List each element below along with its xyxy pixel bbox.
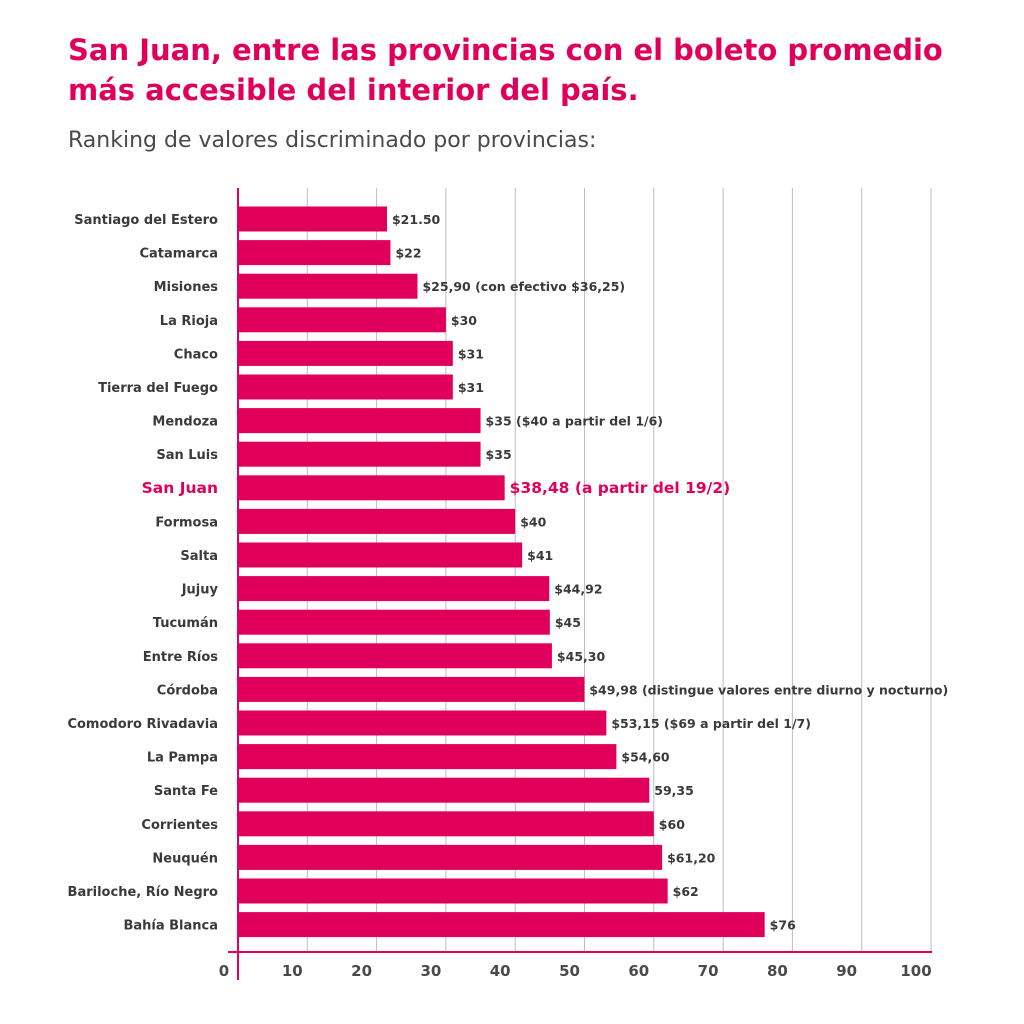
x-tick-label-80: 80	[767, 962, 788, 980]
category-label-13: Entre Ríos	[143, 650, 219, 665]
chart-title-line-2: más accesible del interior del país.	[68, 73, 639, 107]
bar-18	[238, 811, 654, 837]
value-label-11: $44,92	[554, 582, 602, 597]
bar-9	[238, 508, 516, 534]
category-label-4: Chaco	[174, 347, 218, 362]
value-label-9: $40	[520, 514, 546, 529]
x-tick-label-40: 40	[490, 962, 511, 980]
x-tick-label-70: 70	[698, 962, 719, 980]
bar-13	[238, 643, 552, 669]
bar-7	[238, 441, 481, 467]
category-label-18: Corrientes	[141, 818, 218, 833]
bar-8	[238, 475, 505, 501]
bar-11	[238, 576, 550, 602]
value-label-12: $45	[555, 615, 581, 630]
category-label-1: Catamarca	[139, 247, 218, 262]
x-tick-label-90: 90	[836, 962, 857, 980]
category-label-11: Jujuy	[181, 583, 219, 598]
x-tick-label-10: 10	[282, 962, 303, 980]
bar-21	[238, 912, 765, 938]
category-label-12: Tucumán	[153, 616, 218, 631]
x-tick-label-50: 50	[559, 962, 580, 980]
category-label-8: San Juan	[142, 479, 218, 497]
bar-15	[238, 710, 607, 736]
value-label-1: $22	[395, 246, 421, 261]
bar-14	[238, 676, 585, 702]
value-label-21: $76	[770, 918, 796, 933]
category-label-17: Santa Fe	[154, 784, 218, 799]
category-label-0: Santiago del Estero	[74, 213, 218, 228]
x-tick-label-100: 100	[900, 962, 931, 980]
x-tick-label-20: 20	[351, 962, 372, 980]
value-label-3: $30	[451, 313, 477, 328]
category-label-2: Misiones	[154, 280, 219, 295]
bar-0	[238, 206, 387, 232]
category-label-16: La Pampa	[147, 751, 218, 766]
value-label-2: $25,90 (con efectivo $36,25)	[422, 279, 625, 294]
category-label-21: Bahía Blanca	[123, 919, 218, 934]
bar-5	[238, 374, 453, 400]
value-label-4: $31	[458, 346, 484, 361]
category-label-20: Bariloche, Río Negro	[68, 885, 219, 900]
category-label-9: Formosa	[155, 515, 218, 530]
category-label-7: San Luis	[156, 448, 218, 463]
value-label-14: $49,98 (distingue valores entre diurno y…	[589, 682, 948, 697]
value-label-15: $53,15 ($69 a partir del 1/7)	[611, 716, 811, 731]
value-label-18: $60	[659, 817, 685, 832]
category-label-3: La Rioja	[160, 314, 218, 329]
chart-title-line-1: San Juan, entre las provincias con el bo…	[68, 33, 943, 67]
value-label-16: $54,60	[621, 750, 670, 765]
category-label-14: Córdoba	[157, 683, 218, 698]
bar-1	[238, 240, 391, 266]
bar-6	[238, 408, 481, 434]
category-label-10: Salta	[180, 549, 218, 564]
chart-title: San Juan, entre las provincias con el bo…	[68, 30, 988, 110]
x-tick-label-60: 60	[628, 962, 649, 980]
category-label-6: Mendoza	[152, 415, 218, 430]
category-label-5: Tierra del Fuego	[98, 381, 218, 396]
bar-10	[238, 542, 523, 568]
bar-2	[238, 273, 418, 299]
value-label-0: $21.50	[392, 212, 441, 227]
category-label-19: Neuquén	[152, 851, 218, 866]
value-label-19: $61,20	[667, 850, 716, 865]
value-label-6: $35 ($40 a partir del 1/6)	[486, 414, 663, 429]
x-tick-label-30: 30	[420, 962, 441, 980]
value-label-7: $35	[486, 447, 512, 462]
value-label-17: 59,35	[654, 783, 694, 798]
value-label-8: $38,48 (a partir del 19/2)	[510, 479, 731, 497]
bar-19	[238, 844, 663, 870]
value-label-13: $45,30	[557, 649, 606, 664]
value-label-10: $41	[527, 548, 553, 563]
bar-16	[238, 744, 617, 770]
bar-20	[238, 878, 668, 904]
chart-subtitle: Ranking de valores discriminado por prov…	[68, 128, 597, 153]
bar-12	[238, 609, 550, 635]
x-tick-label-0: 0	[219, 962, 229, 980]
category-label-15: Comodoro Rivadavia	[67, 717, 218, 732]
value-label-20: $62	[673, 884, 699, 899]
bar-4	[238, 340, 453, 366]
bar-3	[238, 307, 446, 333]
value-label-5: $31	[458, 380, 484, 395]
bar-17	[238, 777, 650, 803]
